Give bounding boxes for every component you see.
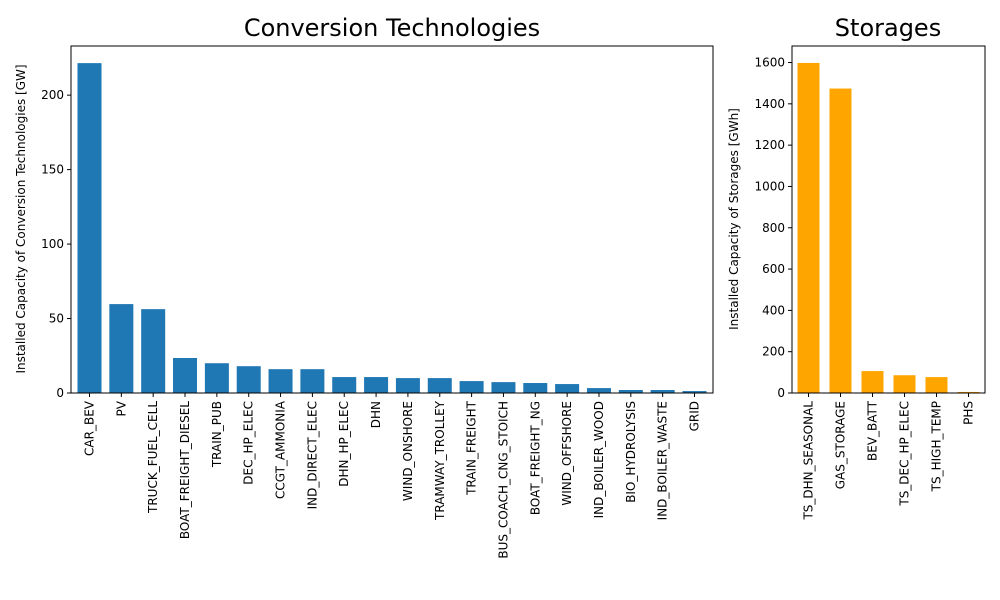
conversion-technologies-chart: Conversion Technologies Installed Capaci… xyxy=(14,14,714,559)
x-tick-label-conversion-2: TRUCK_FUEL_CELL xyxy=(146,401,160,514)
x-tick-label-conversion-0: CAR_BEV xyxy=(83,400,97,456)
bar-conversion-15 xyxy=(555,384,580,393)
bar-conversion-7 xyxy=(300,369,325,393)
bar-conversion-16 xyxy=(586,388,611,393)
x-tick-label-storages-3: TS_DEC_HP_ELEC xyxy=(898,401,912,507)
bars-storages xyxy=(797,62,980,394)
bar-storages-1 xyxy=(829,88,852,393)
bar-conversion-12 xyxy=(459,381,484,393)
bar-conversion-6 xyxy=(268,369,293,393)
bar-conversion-11 xyxy=(427,378,452,393)
x-tick-label-conversion-3: BOAT_FREIGHT_DIESEL xyxy=(178,401,192,539)
x-tick-label-conversion-14: BOAT_FREIGHT_NG xyxy=(528,401,542,515)
y-tick-label-storages-8: 1600 xyxy=(754,56,785,70)
x-tick-label-conversion-5: DEC_HP_ELEC xyxy=(242,401,256,485)
bar-conversion-1 xyxy=(109,304,134,393)
x-tick-label-storages-4: TS_HIGH_TEMP xyxy=(930,401,944,492)
bar-conversion-13 xyxy=(491,382,516,393)
bar-conversion-18 xyxy=(650,390,675,393)
y-axis-label-storages: Installed Capacity of Storages [GWh] xyxy=(727,108,741,330)
x-tick-label-conversion-4: TRAIN_PUB xyxy=(210,401,224,468)
bar-conversion-10 xyxy=(395,378,420,393)
y-tick-label-storages-7: 1400 xyxy=(754,97,785,111)
x-tick-label-conversion-10: WIND_ONSHORE xyxy=(401,401,415,501)
y-tick-label-storages-4: 800 xyxy=(762,221,785,235)
x-tick-label-conversion-1: PV xyxy=(114,400,128,416)
x-tick-label-conversion-15: WIND_OFFSHORE xyxy=(560,401,574,506)
y-tick-label-storages-2: 400 xyxy=(762,303,785,317)
axes-frame-conversion xyxy=(70,45,714,394)
y-tick-label-storages-3: 600 xyxy=(762,262,785,276)
y-ticks-conversion: 0 50 100 150 200 xyxy=(41,88,71,400)
x-tick-label-conversion-6: CCGT_AMMONIA xyxy=(274,400,288,499)
x-tick-label-conversion-11: TRAMWAY_TROLLEY xyxy=(433,400,447,521)
y-ticks-storages: 0 200 400 600 800 1000 1200 1400 1600 xyxy=(754,56,792,400)
x-tick-label-conversion-9: DHN xyxy=(369,401,383,428)
y-tick-label-conversion-1: 50 xyxy=(49,312,64,326)
x-tick-label-conversion-16: IND_BOILER_WOOD xyxy=(592,401,606,518)
bar-conversion-19 xyxy=(682,391,707,393)
x-tick-label-conversion-19: GRID xyxy=(688,401,702,431)
storages-chart: Storages Installed Capacity of Storages … xyxy=(727,14,986,521)
x-tick-label-storages-2: BEV_BATT xyxy=(866,400,880,461)
bar-conversion-8 xyxy=(332,377,357,393)
bar-conversion-14 xyxy=(523,383,548,393)
x-tick-label-storages-1: GAS_STORAGE xyxy=(834,401,848,489)
bar-storages-0 xyxy=(797,62,820,394)
bar-conversion-3 xyxy=(173,358,198,393)
x-tick-label-conversion-7: IND_DIRECT_ELEC xyxy=(305,401,319,509)
chart-title-conversion: Conversion Technologies xyxy=(244,14,540,42)
bar-conversion-9 xyxy=(364,377,389,393)
x-ticks-conversion: CAR_BEV PV TRUCK_FUEL_CELL BOAT_FREIGHT_DIE… xyxy=(83,393,702,559)
x-tick-label-storages-0: TS_DHN_SEASONAL xyxy=(802,401,816,521)
bar-conversion-0 xyxy=(77,63,102,393)
x-tick-label-storages-5: PHS xyxy=(962,401,976,425)
y-tick-label-storages-0: 0 xyxy=(777,386,785,400)
axes-frame-storages xyxy=(791,45,986,394)
x-tick-label-conversion-12: TRAIN_FREIGHT xyxy=(465,400,479,496)
bar-conversion-17 xyxy=(618,390,643,393)
bar-conversion-2 xyxy=(141,309,166,393)
y-axis-label-conversion: Installed Capacity of Conversion Technol… xyxy=(14,64,28,373)
y-tick-label-conversion-3: 150 xyxy=(41,163,64,177)
x-tick-label-conversion-18: IND_BOILER_WASTE xyxy=(656,401,670,520)
bar-storages-3 xyxy=(893,375,916,393)
y-tick-label-storages-6: 1200 xyxy=(754,138,785,152)
bar-storages-4 xyxy=(925,377,948,393)
bar-storages-2 xyxy=(861,371,884,393)
y-tick-label-conversion-0: 0 xyxy=(56,386,64,400)
x-ticks-storages: TS_DHN_SEASONAL GAS_STORAGE BEV_BATT TS_DEC… xyxy=(802,393,976,521)
x-tick-label-conversion-8: DHN_HP_ELEC xyxy=(337,401,351,487)
y-tick-label-storages-5: 1000 xyxy=(754,179,785,193)
x-tick-label-conversion-13: BUS_COACH_CNG_STOICH xyxy=(496,401,510,559)
bars-conversion xyxy=(77,63,707,393)
x-tick-label-conversion-17: BIO_HYDROLYSIS xyxy=(624,401,638,503)
y-tick-label-conversion-2: 100 xyxy=(41,237,64,251)
bar-conversion-4 xyxy=(204,363,229,393)
chart-title-storages: Storages xyxy=(835,14,941,42)
bar-storages-5 xyxy=(957,391,980,393)
y-tick-label-storages-1: 200 xyxy=(762,345,785,359)
y-tick-label-conversion-4: 200 xyxy=(41,88,64,102)
bar-conversion-5 xyxy=(236,366,261,393)
